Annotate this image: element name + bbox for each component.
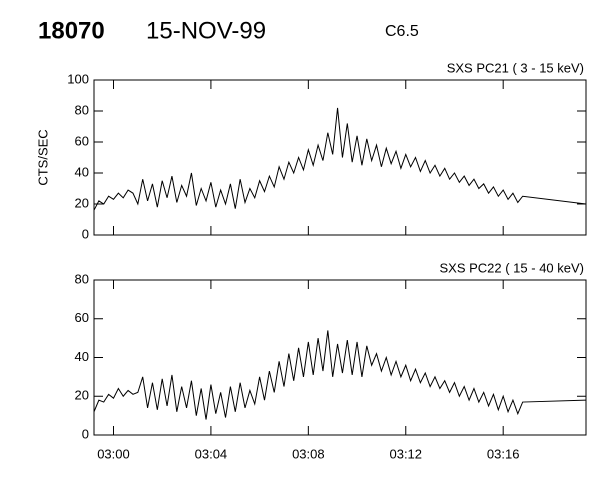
y-tick-label: 0 <box>82 226 89 241</box>
event-id: 18070 <box>38 17 105 44</box>
flare-class: C6.5 <box>385 23 419 40</box>
y-tick-label: 0 <box>82 426 89 441</box>
y-axis-label: CTS/SEC <box>35 129 50 185</box>
y-tick-label: 60 <box>75 133 89 148</box>
y-tick-label: 20 <box>75 388 89 403</box>
y-tick-label: 20 <box>75 195 89 210</box>
y-tick-label: 80 <box>75 102 89 117</box>
plot-frame <box>93 79 587 236</box>
y-tick-label: 40 <box>75 164 89 179</box>
panel-label: SXS PC21 ( 3 - 15 keV) <box>447 60 584 75</box>
data-line <box>93 330 587 420</box>
y-tick-label: 60 <box>75 310 89 325</box>
y-tick-label: 80 <box>75 271 89 286</box>
x-tick-label: 03:00 <box>97 446 130 461</box>
x-tick-label: 03:16 <box>487 446 520 461</box>
panel-label: SXS PC22 ( 15 - 40 keV) <box>439 260 584 275</box>
event-date: 15-NOV-99 <box>146 17 266 44</box>
y-tick-label: 40 <box>75 349 89 364</box>
x-tick-label: 03:12 <box>389 446 422 461</box>
y-tick-label: 100 <box>67 71 89 86</box>
data-line <box>93 107 587 211</box>
x-tick-label: 03:08 <box>292 446 325 461</box>
x-tick-label: 03:04 <box>195 446 228 461</box>
